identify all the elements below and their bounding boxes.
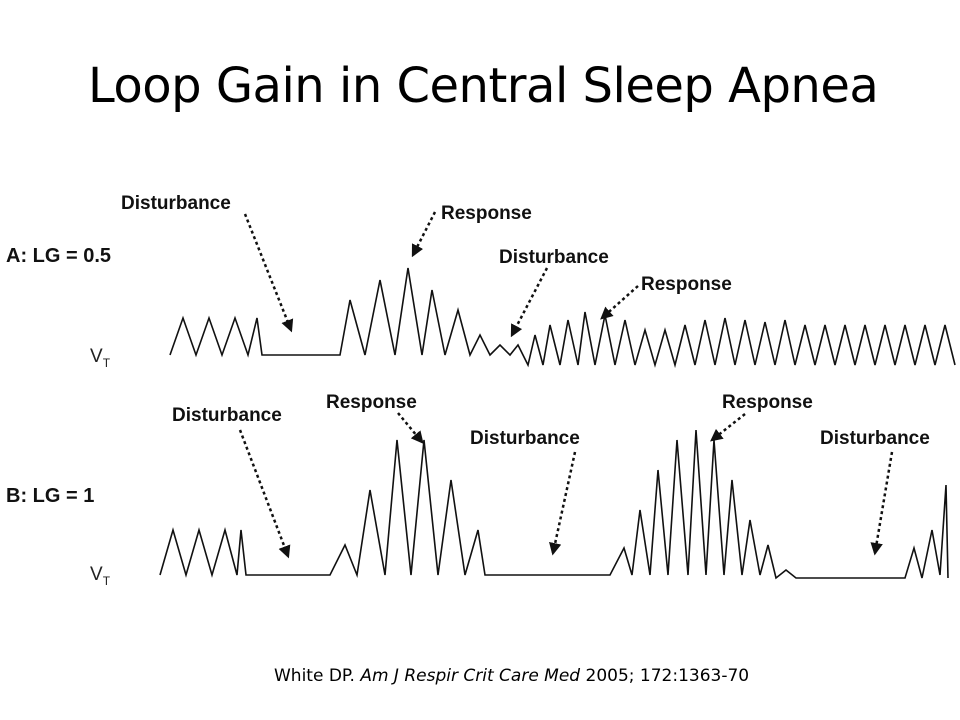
panel-a-disturbance-1: Disturbance [121,193,231,214]
panel-b-disturbance-1-arrow [238,429,291,559]
panel-a-label: A: LG = 0.5 [6,245,111,267]
citation-journal: Am J Respir Crit Care Med [360,666,581,686]
panel-b-response-2-arrow [710,413,746,442]
panel-b-disturbance-2-arrow [549,451,577,556]
slide-title: Loop Gain in Central Sleep Apnea [88,58,879,114]
panel-b: B: LG = 1 VT Disturbance Response Distur… [6,392,949,588]
panel-b-response-1-arrow [397,412,424,444]
panel-b-disturbance-3-arrow [870,451,894,556]
panel-b-disturbance-3: Disturbance [820,428,930,449]
panel-a-disturbance-2: Disturbance [499,247,609,268]
citation-authors: White DP. [274,666,361,686]
panel-a-response-1: Response [441,203,532,224]
panel-a-disturbance-2-arrow [510,267,549,338]
citation: White DP. Am J Respir Crit Care Med 2005… [274,666,749,686]
panel-a-response-2-arrow [600,285,639,320]
panel-a-response-2: Response [641,274,732,295]
panel-a-vt-label: VT [90,346,111,370]
panel-b-disturbance-1: Disturbance [172,405,282,426]
panel-a: A: LG = 0.5 VT Disturbance Response Dist… [6,193,956,370]
panel-a-waveform [169,267,956,369]
panel-a-response-1-arrow [411,211,437,258]
citation-details: 2005; 172:1363-70 [580,666,750,686]
panel-b-label: B: LG = 1 [6,485,94,507]
panel-b-disturbance-2: Disturbance [470,428,580,449]
panel-b-response-2: Response [722,392,813,413]
panel-b-response-1: Response [326,392,417,413]
panel-a-disturbance-1-arrow [243,213,294,333]
panel-b-waveform [159,429,949,580]
panel-b-vt-label: VT [90,564,111,588]
